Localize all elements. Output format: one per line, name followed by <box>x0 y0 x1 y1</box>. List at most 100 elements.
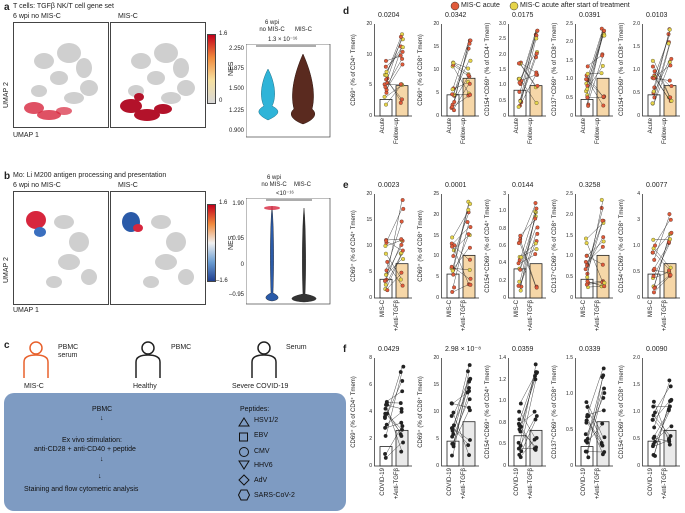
panel_d-plot-4-pair-7 <box>653 58 671 93</box>
panel_d-plot-2-point-10-1 <box>535 83 540 88</box>
violin-a-group1-line2: no MIS-C <box>259 27 285 33</box>
colorbar-a <box>207 34 216 104</box>
panel_f-plot-2 <box>508 358 546 467</box>
panel_d-plot-4-point-0-0 <box>650 58 655 63</box>
panel_d-plot-0-pair-3 <box>385 84 403 105</box>
panel_f-plot-4-point-9-0 <box>650 417 655 422</box>
panel_e-plot-1-point-13-1 <box>468 276 473 281</box>
panel_d-plot-4-point-6-0 <box>650 101 655 106</box>
panel_e-plot-0-pair-2 <box>385 199 403 282</box>
legend-acute: MIS-C acute <box>461 2 500 9</box>
panel_f-plot-3-point-7-0 <box>584 449 589 454</box>
panel_e-plot-2-point-10-1 <box>534 206 539 211</box>
panel_d-plot-2-ytick-4: 1.0 <box>499 82 506 89</box>
panel_f-plot-0-point-7-0 <box>383 406 388 411</box>
peptides-title: Peptides: <box>240 406 270 413</box>
square-icon <box>239 432 248 442</box>
panel_d-plot-1 <box>441 24 479 117</box>
panel_f-plot-2-point-12-1 <box>533 417 538 422</box>
panel_e-plot-2-ytick-3: 0.6 <box>499 243 506 249</box>
panel_e-plot-2-pair-1 <box>519 227 537 270</box>
panel_d-plot-4-point-9-1 <box>669 98 674 103</box>
panel_e-plot-0-ytick-0: 20 <box>366 191 372 197</box>
panel_d-plot-3-point-5-0 <box>584 77 589 82</box>
panel_e-plot-2-pair-13 <box>519 218 537 236</box>
panel_d-plot-3-point-12-1 <box>599 71 604 76</box>
panel_e-plot-2-point-8-0 <box>516 283 521 288</box>
panel_e-plot-3-pvalue: 0.3258 <box>579 182 601 189</box>
panel_f-plot-4-xlabel-0: COVID-19 <box>648 468 654 496</box>
panel_f-plot-0-pair-4 <box>385 422 403 429</box>
panel_d-plot-0-point-5-0 <box>383 64 388 69</box>
panel_d-plot-0-xlabel-1: Follow-up <box>394 118 400 145</box>
peptide-adv: AdV <box>254 477 268 484</box>
panel_f-plot-1-point-6-0 <box>450 426 455 430</box>
panel_f-plot-0-pair-5 <box>385 391 403 403</box>
panel_e-plot-3-point-9-1 <box>602 280 607 285</box>
panel_e-plot-1-ytick-0: 25 <box>433 191 439 197</box>
panel_e-plot-3-point-10-1 <box>600 218 605 223</box>
violin-a-ytick-2: 1.500 <box>228 86 244 92</box>
panel_d-plot-1-point-0-1 <box>466 66 471 71</box>
panel_f-plot-1-point-11-0 <box>449 413 454 418</box>
panel_d-plot-2-pair-9 <box>519 30 537 102</box>
panel-a-group2: MIS-C <box>118 13 138 20</box>
panel_e-plot-4-pvalue: 0.0077 <box>646 182 668 189</box>
hexagon-icon <box>238 489 250 501</box>
panel_f-plot-4-ytick-2: 1.0 <box>633 409 640 415</box>
panel_e-plot-4-ytick-0: 4 <box>637 191 640 197</box>
panel_f-plot-0-ytick-2: 4 <box>369 409 372 415</box>
panel_d-plot-4-point-8-1 <box>669 84 674 88</box>
panel_f-plot-0-xlabel-1: +Anti-TGFβ <box>394 468 400 500</box>
panel_d-plot-1-pair-6 <box>452 60 470 95</box>
panel_f-plot-4-ylabel: CD154⁺CD69⁺ (% of CD8⁺ Tmem) <box>619 365 625 459</box>
panel_e-plot-0-pair-9 <box>385 252 403 285</box>
panel_e-plot-2-ytick-2: 0.8 <box>499 225 506 232</box>
panel_d-plot-4-point-10-0 <box>652 85 657 90</box>
workflow-box: PBMC ↓ Ex vivo stimulation: anti-CD28 + … <box>4 393 346 511</box>
panel-label-a: a <box>4 2 10 13</box>
panel_e-plot-0-point-10-0 <box>385 288 390 293</box>
panel_d-plot-1-ytick-2: 10 <box>433 67 439 73</box>
panel_d-plot-1-xlabel-1: Follow-up <box>461 118 467 145</box>
panel_f-plot-0-pair-12 <box>385 413 403 430</box>
panel_f-plot-1-ytick-1: 15 <box>433 382 439 388</box>
panel_d-plot-2-pair-6 <box>519 63 537 88</box>
panel_f-plot-2-pair-11 <box>519 429 537 448</box>
panel_f-plot-3-ytick-2: 0.5 <box>566 427 573 433</box>
panel_f-plot-4-pvalue: 0.0090 <box>646 346 668 353</box>
panel_f-plot-4-point-13-1 <box>667 404 672 409</box>
panel_d-plot-4-point-13-0 <box>651 76 656 81</box>
panel_d-plot-2-point-13-1 <box>535 28 540 33</box>
panel_f-plot-4-point-2-0 <box>652 425 657 430</box>
panel_f-plot-2-point-3-1 <box>533 362 538 367</box>
panel_e-plot-4-ytick-2: 1.0 <box>633 243 640 249</box>
panel_f-plot-0-pair-13 <box>385 380 403 417</box>
panel_d-plot-4-point-3-1 <box>666 41 671 46</box>
panel_e-plot-2-point-13-0 <box>518 233 523 238</box>
violin-a-pvalue: 1.3 × 10⁻¹⁶ <box>268 37 298 43</box>
panel_f-plot-0-pair-10 <box>385 442 403 459</box>
panel_d-plot-1-ytick-0: 20 <box>433 21 439 27</box>
panel_e-plot-1-ytick-1: 20 <box>433 211 439 218</box>
panel_e-plot-1-point-8-1 <box>468 257 472 262</box>
panel_f-plot-1-ylabel: CD69⁺ (% of CD8⁺ Tmem) <box>418 376 424 448</box>
panel_f-plot-0-point-12-1 <box>400 427 404 432</box>
panel_f-plot-0-point-8-1 <box>400 424 405 429</box>
panel_d-plot-1-ytick-4: 0 <box>436 113 439 119</box>
panel_f-plot-4-pair-3 <box>653 386 671 413</box>
panel_d-plot-4-ytick-4: 0 <box>637 113 640 119</box>
panel_d-plot-0-xlabel-0: Acute <box>380 118 386 134</box>
panel_f-plot-0-ytick-1: 6 <box>369 382 372 388</box>
panel_e-plot-2-xlabel-1: +Anti-TGFβ <box>528 300 534 332</box>
workflow-step-stim: Ex vivo stimulation: <box>62 437 122 444</box>
panel_f-plot-0-pair-0 <box>385 411 403 425</box>
umap-a-xlabel: UMAP 1 <box>13 132 39 139</box>
panel_f-plot-2-ytick-4: 0.5 <box>499 441 506 448</box>
panel_d-plot-0-point-7-1 <box>398 53 403 58</box>
panel_e-plot-2-point-9-1 <box>533 241 538 246</box>
panel_e-plot-4-pair-13 <box>653 274 671 289</box>
panel_e-plot-0-point-6-0 <box>383 243 388 248</box>
panel_f-plot-1-ytick-3: 5 <box>436 436 439 442</box>
panel_f-plot-1-ytick-2: 10 <box>433 409 439 415</box>
